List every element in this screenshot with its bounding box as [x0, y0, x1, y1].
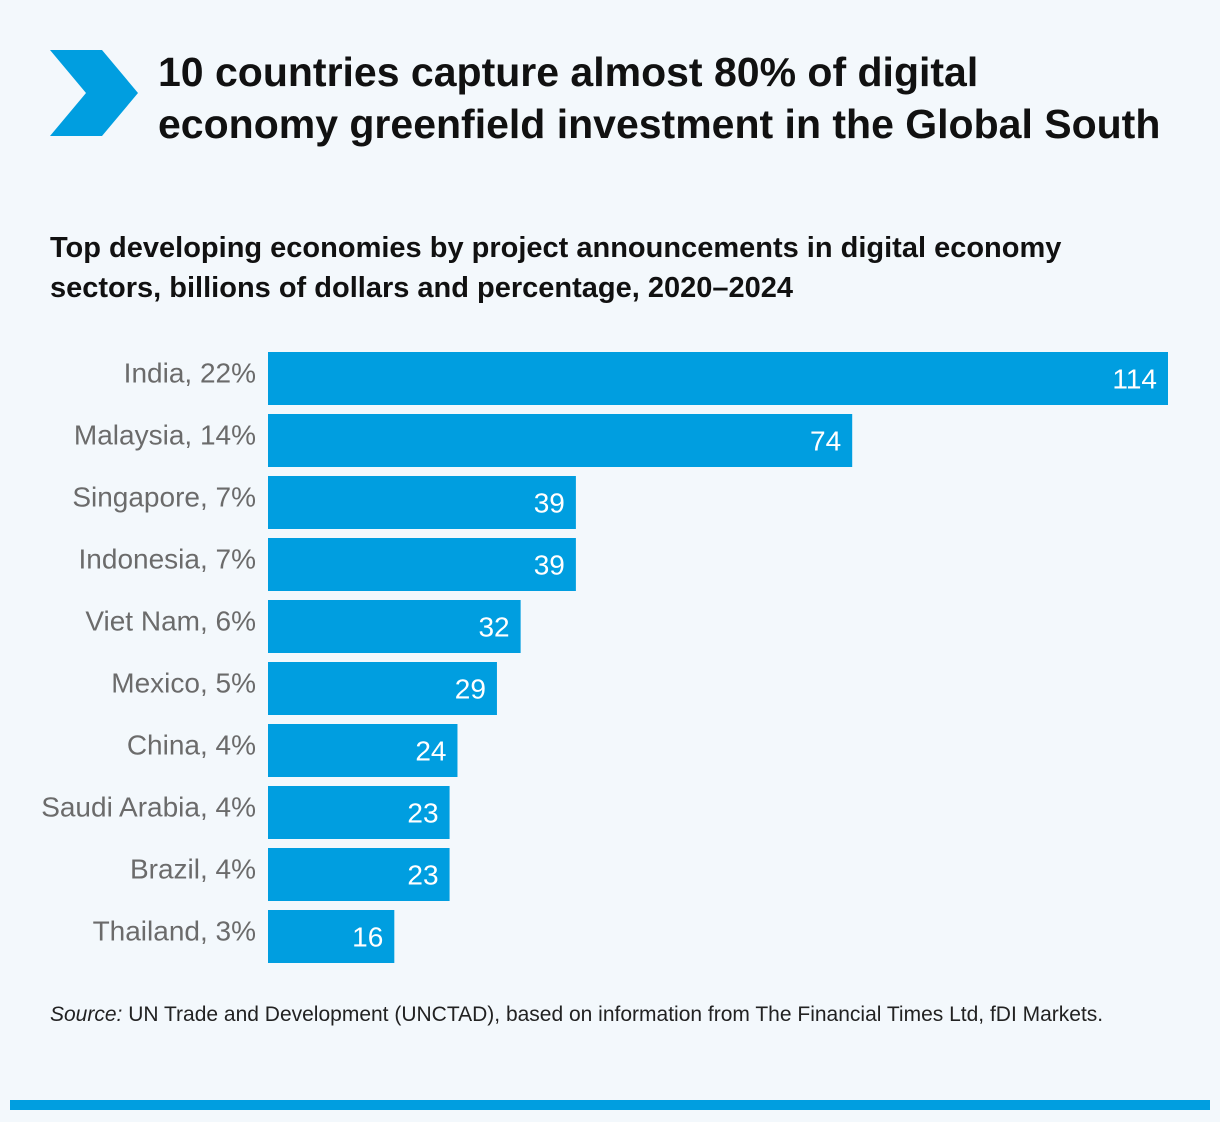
value-label: 32 [478, 612, 509, 643]
value-label: 24 [415, 736, 446, 767]
bar [268, 724, 458, 777]
category-label: Malaysia, 14% [74, 420, 256, 451]
bar [268, 476, 576, 529]
category-label: Mexico, 5% [111, 668, 256, 699]
bar [268, 662, 497, 715]
category-label: Indonesia, 7% [79, 544, 256, 575]
chart-title: 10 countries capture almost 80% of digit… [158, 49, 1161, 147]
source-note: Source: UN Trade and Development (UNCTAD… [50, 1002, 1170, 1028]
bar [268, 414, 853, 467]
value-label: 23 [407, 860, 438, 891]
value-label: 114 [1112, 364, 1157, 395]
value-label: 16 [352, 922, 383, 953]
bar [268, 538, 576, 591]
bar [268, 352, 1168, 405]
category-label: China, 4% [127, 730, 256, 761]
bar-chart: India, 22% 114 Malaysia, 14% 74 Singapore, 7… [41, 352, 1168, 963]
bar [268, 600, 521, 653]
value-label: 23 [407, 798, 438, 829]
category-label: Viet Nam, 6% [85, 606, 256, 637]
bottom-rule [10, 1100, 1210, 1110]
bar [268, 910, 395, 963]
source-label: Source: [50, 1003, 123, 1026]
chevron-right-icon [50, 50, 138, 136]
source-text: UN Trade and Development (UNCTAD), based… [122, 1003, 1104, 1026]
value-label: 39 [534, 488, 565, 519]
bar [268, 786, 450, 839]
category-label: India, 22% [124, 358, 256, 389]
value-label: 74 [810, 426, 841, 457]
value-label: 29 [455, 674, 486, 705]
value-label: 39 [534, 550, 565, 581]
category-label: Saudi Arabia, 4% [41, 792, 256, 823]
chart-subtitle: Top developing economies by project anno… [50, 232, 1062, 304]
category-label: Thailand, 3% [93, 916, 256, 947]
category-label: Brazil, 4% [130, 854, 256, 885]
category-label: Singapore, 7% [72, 482, 256, 513]
bar [268, 848, 450, 901]
